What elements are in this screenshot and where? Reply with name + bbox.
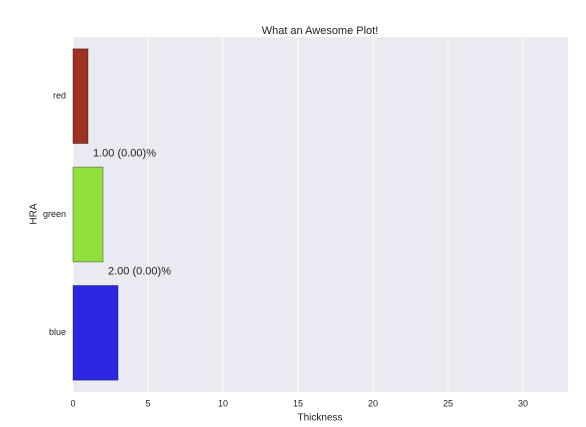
annotation: 1.00 (0.00)% [93, 147, 156, 159]
bar [72, 166, 104, 263]
x-tick-label: 0 [70, 398, 75, 408]
x-tick-label: 5 [145, 398, 150, 408]
y-tick-label: green [43, 209, 66, 219]
y-tick-label: blue [49, 327, 66, 337]
x-tick-label: 30 [518, 398, 528, 408]
y-tick-label: red [53, 91, 66, 101]
x-tick-label: 10 [218, 398, 228, 408]
x-axis-label: Thickness [297, 413, 342, 424]
x-tick-label: 15 [293, 398, 303, 408]
y-axis-label: HRA [29, 203, 40, 224]
chart-title: What an Awesome Plot! [262, 25, 379, 37]
annotation: 2.00 (0.00)% [108, 266, 171, 278]
bar [72, 285, 119, 381]
x-tick-label: 20 [368, 398, 378, 408]
x-tick-label: 25 [443, 398, 453, 408]
bar [72, 48, 89, 144]
plot-area [73, 37, 568, 392]
